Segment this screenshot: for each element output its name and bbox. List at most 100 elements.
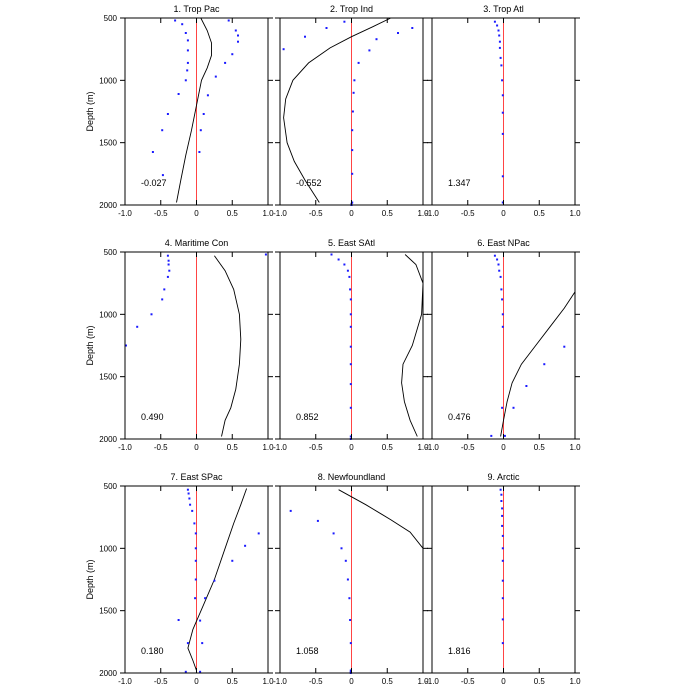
data-point: [501, 597, 504, 600]
panel-title: 8. Newfoundland: [318, 472, 386, 482]
x-tick-label: 0: [501, 443, 506, 452]
x-tick-label: -0.5: [461, 209, 475, 218]
data-point: [563, 345, 566, 348]
data-point: [224, 61, 227, 64]
x-tick-label: -0.5: [154, 443, 168, 452]
y-axis-label: Depth (m): [85, 325, 95, 365]
value-label: 0.490: [141, 412, 164, 422]
data-point: [501, 201, 504, 204]
profile-curve: [401, 254, 424, 437]
data-point: [213, 579, 216, 582]
panel-8: -1.0 -0.5 0 0.5 1.0 8. Newfoundland 1.058: [273, 472, 429, 686]
data-point: [177, 93, 180, 95]
panel-2: -1.0 -0.5 0 0.5 1.0 2. Trop Ind -0.552: [273, 4, 429, 218]
data-point: [397, 32, 399, 34]
data-point: [498, 269, 501, 272]
x-tick-label: 0.5: [382, 677, 394, 686]
data-point: [194, 578, 197, 581]
y-axis-label: Depth (m): [85, 91, 95, 131]
data-point: [163, 288, 166, 291]
x-tick-label: -1.0: [273, 209, 287, 218]
data-point: [501, 406, 504, 409]
x-tick-label: -1.0: [273, 443, 287, 452]
data-point: [499, 56, 502, 59]
data-point: [503, 434, 506, 437]
x-tick-label: 0.5: [227, 677, 239, 686]
data-point: [231, 559, 234, 562]
y-tick-label: 500: [104, 14, 118, 23]
data-point: [167, 259, 170, 262]
value-label: 0.180: [141, 646, 164, 656]
data-point: [353, 79, 356, 82]
data-point: [343, 263, 346, 266]
data-point: [189, 503, 192, 506]
data-point: [194, 532, 197, 535]
x-tick-label: 1.0: [569, 443, 581, 452]
data-point: [344, 559, 347, 562]
data-point: [184, 79, 187, 82]
panel-title: 9. Arctic: [487, 472, 520, 482]
data-point: [411, 27, 414, 29]
x-tick-label: 0: [501, 677, 506, 686]
profile-curve: [187, 488, 248, 671]
data-point: [500, 288, 503, 291]
x-tick-label: -0.5: [154, 677, 168, 686]
x-tick-label: -0.5: [154, 209, 168, 218]
x-tick-label: 0: [501, 209, 506, 218]
panel-1: -1.0 -0.5 0 0.5 1.0 500 1000 1500 2000 1. Trop Pa…: [85, 4, 274, 218]
data-point: [490, 434, 493, 437]
data-point: [264, 253, 267, 256]
y-tick-label: 2000: [99, 669, 117, 678]
data-point: [136, 325, 139, 328]
x-tick-label: 0.5: [534, 443, 546, 452]
y-axis-label: Depth (m): [85, 559, 95, 599]
data-point: [181, 23, 184, 26]
data-point: [351, 110, 354, 113]
data-point: [186, 49, 189, 52]
profile-curve: [176, 17, 212, 203]
data-point: [191, 509, 194, 512]
data-point: [498, 46, 501, 49]
x-tick-label: 1.0: [262, 443, 274, 452]
data-point: [227, 19, 230, 22]
value-label: 1.058: [296, 646, 319, 656]
x-tick-label: -1.0: [425, 443, 439, 452]
data-point: [351, 172, 354, 175]
data-point: [501, 514, 504, 517]
data-point: [349, 435, 352, 438]
x-tick-label: 1.0: [262, 677, 274, 686]
data-point: [349, 619, 352, 621]
x-tick-label: 0: [194, 443, 199, 452]
data-point: [349, 363, 352, 366]
data-point: [352, 91, 355, 94]
data-point: [186, 488, 189, 491]
data-point: [167, 263, 170, 266]
data-point: [501, 94, 504, 97]
x-tick-label: 0.5: [382, 209, 394, 218]
value-label: 1.816: [448, 646, 471, 656]
data-point: [330, 253, 333, 256]
data-point: [349, 325, 352, 328]
data-point: [497, 263, 500, 266]
data-point: [325, 27, 328, 29]
value-label: 0.852: [296, 412, 319, 422]
data-point: [231, 53, 234, 56]
x-tick-label: 1.0: [569, 209, 581, 218]
x-tick-label: 0: [349, 677, 354, 686]
x-tick-label: 1.0: [569, 677, 581, 686]
data-point: [525, 385, 528, 387]
data-point: [501, 534, 504, 537]
x-tick-label: -0.5: [309, 677, 323, 686]
x-tick-label: -1.0: [118, 677, 132, 686]
x-tick-label: 1.0: [262, 209, 274, 218]
panel-title: 7. East SPac: [170, 472, 223, 482]
y-tick-label: 2000: [99, 435, 117, 444]
data-point: [496, 258, 499, 261]
y-tick-label: 500: [104, 248, 118, 257]
data-point: [184, 32, 187, 34]
data-point: [204, 597, 207, 600]
y-tick-label: 1000: [99, 76, 117, 85]
data-point: [500, 500, 503, 502]
y-tick-label: 500: [104, 482, 118, 491]
x-tick-label: 0.5: [227, 443, 239, 452]
